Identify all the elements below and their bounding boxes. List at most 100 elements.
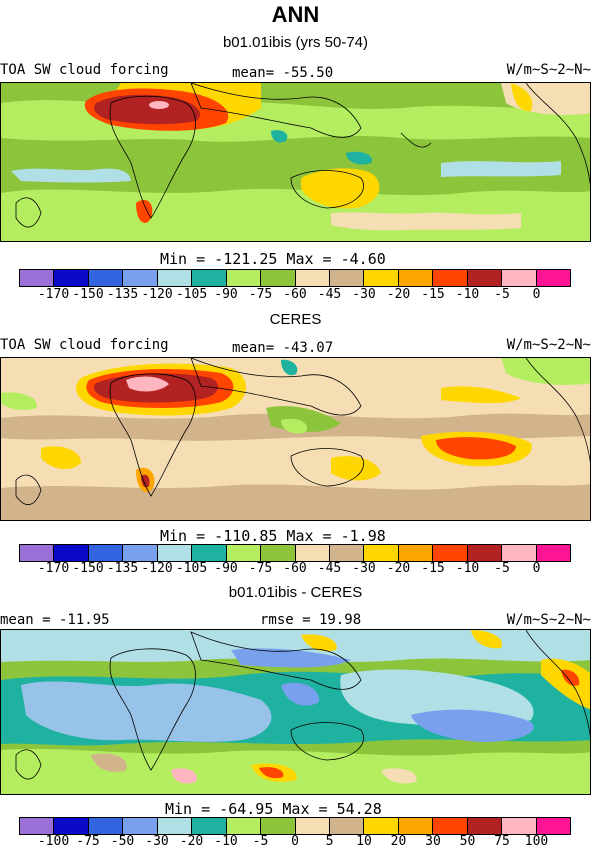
panel-2-units-label: W/m~S~2~N~ [506,337,591,353]
panel-1-title: b01.01ibis (yrs 50-74) [222,34,369,51]
colorbar-swatch [502,545,537,561]
panel-1-units-label: W/m~S~2~N~ [506,62,591,78]
colorbar-tick-label: 20 [390,834,407,849]
colorbar-tick-label: -170 [37,287,70,302]
colorbar-swatch [157,270,193,286]
colorbar-tick-label: -135 [106,287,139,302]
colorbar-tick-label: -50 [110,834,135,849]
panel-1-colorbar [19,269,571,287]
colorbar-tick-label: -150 [72,561,104,576]
colorbar-tick-label: -30 [352,287,376,302]
panel-1-minmax: Min = -121.25 Max = -4.60 [160,250,386,268]
colorbar-swatch [261,270,296,286]
panel-3-mean-label: mean = -11.95 [0,612,110,628]
colorbar-tick-label: -15 [421,287,445,302]
colorbar-tick-label: 5 [325,834,334,849]
colorbar-swatch [467,818,503,834]
panel-2-map [0,357,591,521]
colorbar-swatch [364,270,399,286]
colorbar-swatch [329,818,365,834]
colorbar-swatch [192,270,227,286]
colorbar-tick-label: -15 [421,561,445,576]
colorbar-swatch [20,270,55,286]
panel-2-minmax: Min = -110.85 Max = -1.98 [160,527,386,545]
colorbar-tick-label: -170 [37,561,70,576]
colorbar-swatch [192,545,227,561]
colorbar-swatch [398,545,434,561]
colorbar-swatch [261,545,296,561]
colorbar-tick-label: 50 [459,834,476,849]
colorbar-tick-label: -5 [494,287,510,302]
colorbar-tick-label: -90 [214,287,238,302]
colorbar-tick-label: -100 [37,834,70,849]
colorbar-swatch [123,545,158,561]
colorbar-swatch [157,818,193,834]
panel-2-mean-label: mean= -43.07 [232,340,334,356]
colorbar-swatch [54,270,89,286]
figure-title: ANN [271,2,320,27]
panel-1-map [0,82,591,242]
panel-2-colorbar-ticks: -170 -150 -135 -120 -105 -90 -75 -60 -45 -30 -20 -1… [19,561,571,577]
colorbar-swatch [20,818,55,834]
colorbar-swatch [467,545,503,561]
colorbar-tick-label: 0 [291,834,299,849]
colorbar-swatch [295,818,330,834]
colorbar-swatch [88,270,124,286]
colorbar-swatch [502,270,537,286]
colorbar-tick-label: -10 [214,834,238,849]
colorbar-swatch [467,270,503,286]
panel-2-title: CERES [269,311,322,328]
colorbar-swatch [502,818,537,834]
colorbar-swatch [226,818,262,834]
colorbar-tick-label: -30 [352,561,376,576]
panel-1-colorbar-ticks: -170 -150 -135 -120 -105 -90 -75 -60 -45 -30 -20 -1… [19,287,571,303]
colorbar-tick-label: -75 [76,834,100,849]
panel-3-colorbar-ticks: -100 -75 -50 -30 -20 -10 -5 0 5 10 20 30 50 75 100 [19,834,571,850]
colorbar-swatch [536,818,570,834]
colorbar-swatch [398,270,434,286]
colorbar-tick-label: -75 [248,561,273,576]
colorbar-swatch [536,270,570,286]
colorbar-tick-label: 0 [532,561,541,576]
colorbar-swatch [398,818,434,834]
colorbar-swatch [433,545,468,561]
colorbar-tick-label: 0 [532,287,541,302]
panel-3-colorbar [19,817,571,835]
colorbar-tick-label: -75 [248,287,273,302]
colorbar-tick-label: -45 [317,287,342,302]
panel-3-units-label: W/m~S~2~N~ [506,612,591,628]
colorbar-swatch [54,545,89,561]
colorbar-swatch [261,818,296,834]
panel-3-title: b01.01ibis - CERES [228,584,363,601]
colorbar-swatch [329,545,365,561]
colorbar-swatch [20,545,55,561]
colorbar-swatch [88,545,124,561]
colorbar-swatch [364,818,399,834]
panel-3-map [0,629,591,795]
panel-1-variable-label: TOA SW cloud forcing [0,62,169,78]
colorbar-tick-label: -60 [283,561,307,576]
colorbar-swatch [226,545,262,561]
colorbar-tick-label: -120 [141,561,173,576]
colorbar-swatch [123,818,158,834]
colorbar-tick-label: 10 [356,834,372,849]
panel-1-map-svg [1,83,590,241]
colorbar-tick-label: -60 [283,287,307,302]
colorbar-tick-label: -10 [455,287,480,302]
colorbar-swatch [295,545,330,561]
panel-1-mean-label: mean= -55.50 [232,65,334,81]
colorbar-tick-label: -90 [214,561,238,576]
colorbar-swatch [54,818,89,834]
panel-3-map-svg [1,630,590,794]
colorbar-tick-label: -30 [145,834,169,849]
colorbar-tick-label: -5 [252,834,269,849]
colorbar-tick-label: -150 [72,287,104,302]
colorbar-tick-label: -105 [175,561,208,576]
colorbar-tick-label: 30 [425,834,441,849]
colorbar-swatch [157,545,193,561]
colorbar-swatch [123,270,158,286]
colorbar-swatch [192,818,227,834]
colorbar-tick-label: -135 [106,561,139,576]
colorbar-swatch [226,270,262,286]
panel-3-minmax: Min = -64.95 Max = 54.28 [165,800,382,818]
